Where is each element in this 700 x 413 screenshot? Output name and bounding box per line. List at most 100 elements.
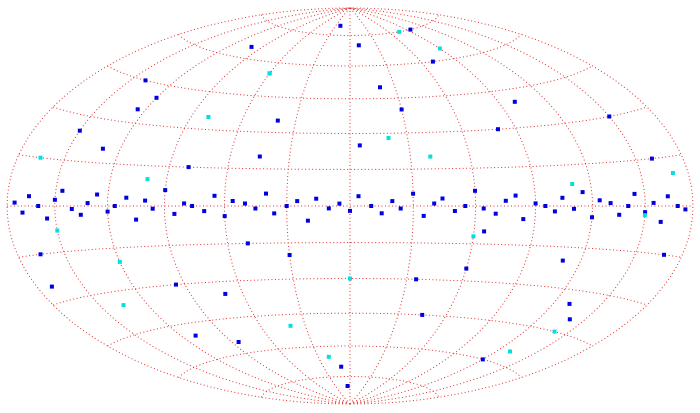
source-point [245,241,250,246]
source-point [480,357,485,362]
source-point [665,194,670,199]
source-point [135,107,140,112]
source-point [452,209,457,213]
source-point [339,364,344,369]
source-point [326,206,331,211]
source-point [390,199,395,204]
source-point [134,217,139,222]
source-point [512,99,517,104]
source-point [464,266,469,271]
source-point [100,146,105,151]
source-point [121,303,126,308]
source-point [284,204,289,208]
source-point [658,219,663,224]
source-point [432,201,437,206]
source-point [52,197,57,202]
source-point [105,209,110,214]
source-point [482,229,487,234]
source-point [552,329,557,334]
source-point [348,276,352,281]
source-point [249,44,254,49]
source-point [314,196,319,201]
parallel [18,241,682,258]
source-point [117,259,122,264]
source-point [397,29,402,34]
source-point [27,194,31,199]
source-point [182,201,187,206]
source-point [337,201,342,206]
source-point [357,143,362,148]
source-point [338,23,343,28]
source-point [124,195,129,200]
source-point [632,191,637,196]
source-point [186,165,191,170]
source-point [275,118,280,123]
source-point [642,213,647,218]
source-point [202,209,207,214]
source-point [295,199,300,204]
source-point [69,207,74,211]
source-point [236,340,241,344]
source-point [473,188,477,193]
meridian [349,7,477,405]
source-point [386,136,391,140]
source-point [428,154,433,159]
source-point [493,211,498,216]
parallel [107,312,593,347]
parallel [18,154,682,171]
source-point [481,206,486,211]
source-point [560,258,565,263]
source-point [369,204,374,208]
source-point [662,252,666,257]
source-point [174,282,178,287]
source-point [617,212,622,217]
source-point [533,201,538,206]
source-point [193,333,198,338]
source-point [597,198,602,203]
source-point [608,201,613,206]
source-point [45,216,50,221]
source-point [190,204,195,208]
source-point [77,128,82,133]
source-point [607,114,612,119]
source-point [651,200,656,205]
source-point [253,206,258,211]
parallel [107,65,593,100]
source-point [272,211,277,216]
source-point [643,210,648,215]
source-point [49,284,54,289]
source-point [212,193,217,198]
source-point [85,201,90,206]
source-point [471,234,476,239]
source-point [580,190,585,195]
source-point [206,115,211,119]
source-point [326,354,331,359]
source-point [38,155,43,160]
source-point [414,277,419,282]
source-point [145,177,150,182]
source-point [36,204,41,208]
source-point [112,204,117,208]
source-point [420,312,425,317]
source-point [649,156,654,161]
source-point [379,211,384,216]
source-point [408,27,413,32]
source-point [267,71,272,76]
source-point [348,208,352,213]
source-point [143,78,148,83]
meridian [286,7,351,405]
source-point [38,252,43,257]
source-point [570,182,575,186]
source-point [163,188,168,193]
source-point [288,323,293,328]
source-point [378,85,382,90]
source-point [154,95,159,100]
source-point [356,43,361,48]
source-point [345,384,350,388]
source-point [590,215,594,220]
meridian [349,7,594,405]
meridian [106,7,351,405]
source-point [567,317,572,322]
source-point [430,59,435,64]
